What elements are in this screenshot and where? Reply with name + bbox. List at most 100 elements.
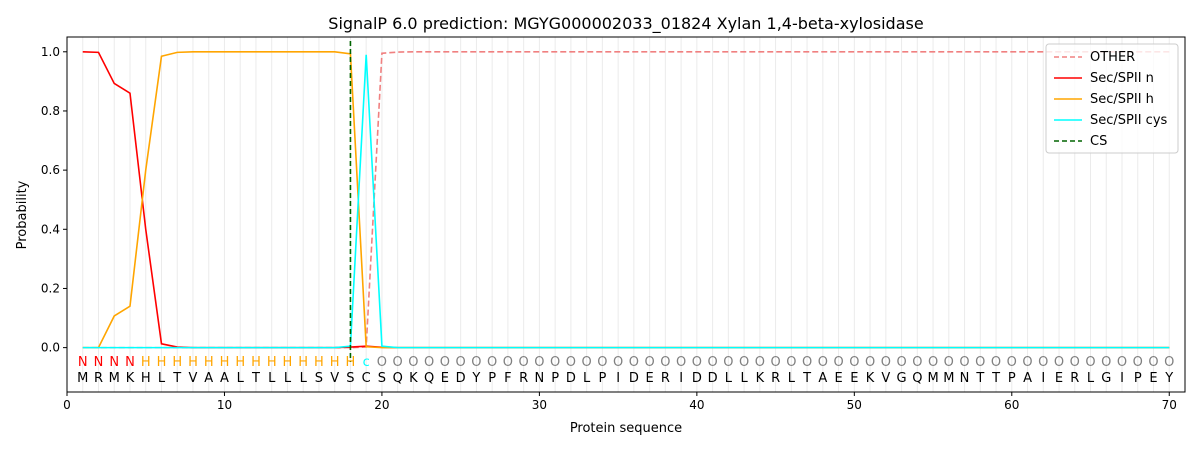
region-label: O — [802, 355, 812, 370]
x-tick-label: 30 — [532, 398, 547, 412]
series-line-2 — [82, 50, 1170, 349]
region-label: O — [770, 355, 780, 370]
region-label: H — [204, 355, 214, 370]
region-label: O — [786, 355, 796, 370]
region-label: H — [188, 355, 198, 370]
legend-box — [1045, 43, 1179, 154]
region-label: O — [566, 355, 576, 370]
series-line-0 — [82, 50, 1170, 349]
y-tick-label: 0.0 — [41, 341, 60, 355]
x-tick-label: 0 — [63, 398, 71, 412]
region-label: H — [267, 355, 277, 370]
region-label: O — [503, 355, 513, 370]
region-label: H — [235, 355, 245, 370]
region-label: N — [78, 355, 88, 370]
y-tick-label: 1.0 — [41, 45, 60, 59]
region-label: O — [896, 355, 906, 370]
region-label: O — [1117, 355, 1127, 370]
region-label: O — [1133, 355, 1143, 370]
x-tick-label: 60 — [1004, 398, 1019, 412]
region-label: O — [440, 355, 450, 370]
region-label: H — [141, 355, 151, 370]
region-label: O — [833, 355, 843, 370]
x-tick-label: 10 — [217, 398, 232, 412]
region-label: O — [959, 355, 969, 370]
region-label: H — [314, 355, 324, 370]
region-label: N — [125, 355, 135, 370]
region-label: O — [1148, 355, 1158, 370]
x-tick-label: 70 — [1162, 398, 1177, 412]
region-label: O — [1085, 355, 1095, 370]
region-label: O — [613, 355, 623, 370]
legend-label: Sec/SPII h — [1090, 92, 1154, 107]
region-label: N — [94, 355, 104, 370]
region-label: O — [676, 355, 686, 370]
region-label: O — [1038, 355, 1048, 370]
series-line-1 — [82, 50, 1170, 349]
region-label: O — [377, 355, 387, 370]
y-tick-label: 0.6 — [41, 163, 60, 177]
region-label: O — [550, 355, 560, 370]
region-label: O — [629, 355, 639, 370]
residue-sequence: MRMKHLTVAALTLLLSVSCSQKQEDYPFRNPDLPIDERID… — [77, 371, 1173, 386]
region-label: O — [393, 355, 403, 370]
region-label: O — [1070, 355, 1080, 370]
region-label: H — [172, 355, 182, 370]
region-label: O — [645, 355, 655, 370]
region-label: H — [330, 355, 340, 370]
region-label: O — [519, 355, 529, 370]
region-label: H — [220, 355, 230, 370]
y-tick-label: 0.2 — [41, 281, 60, 295]
plot-frame — [66, 36, 1186, 393]
region-label: H — [251, 355, 261, 370]
region-label: O — [975, 355, 985, 370]
legend-label: Sec/SPII n — [1090, 71, 1154, 86]
region-label: N — [109, 355, 119, 370]
region-label: O — [471, 355, 481, 370]
legend-label: CS — [1090, 134, 1107, 149]
series-line-3 — [82, 54, 1170, 349]
region-label: O — [723, 355, 733, 370]
region-label: O — [534, 355, 544, 370]
region-label: O — [1101, 355, 1111, 370]
region-label: O — [487, 355, 497, 370]
region-label: O — [408, 355, 418, 370]
x-tick-label: 50 — [847, 398, 862, 412]
y-tick-label: 0.8 — [41, 104, 60, 118]
region-label: O — [582, 355, 592, 370]
legend-label: OTHER — [1090, 50, 1135, 65]
region-label: O — [865, 355, 875, 370]
x-tick-label: 20 — [374, 398, 389, 412]
region-label: O — [991, 355, 1001, 370]
region-label: c — [363, 355, 370, 370]
region-label: H — [298, 355, 308, 370]
region-label: H — [283, 355, 293, 370]
region-label: H — [157, 355, 167, 370]
region-label: O — [1054, 355, 1064, 370]
region-label: O — [692, 355, 702, 370]
region-label: O — [424, 355, 434, 370]
region-label: O — [597, 355, 607, 370]
region-label: O — [849, 355, 859, 370]
region-label: O — [928, 355, 938, 370]
y-tick-label: 0.4 — [41, 222, 60, 236]
x-axis-label: Protein sequence — [570, 421, 682, 436]
chart-title: SignalP 6.0 prediction: MGYG000002033_01… — [328, 14, 923, 34]
region-label: O — [881, 355, 891, 370]
region-label: O — [1022, 355, 1032, 370]
region-label: H — [346, 355, 356, 370]
region-label: O — [1164, 355, 1174, 370]
legend-label: Sec/SPII cys — [1090, 113, 1168, 128]
region-label: O — [944, 355, 954, 370]
region-label: O — [707, 355, 717, 370]
region-label: O — [739, 355, 749, 370]
region-label: O — [755, 355, 765, 370]
region-label: O — [912, 355, 922, 370]
x-tick-label: 40 — [689, 398, 704, 412]
y-axis-label: Probability — [15, 180, 30, 249]
region-label: O — [1007, 355, 1017, 370]
region-label: O — [818, 355, 828, 370]
region-label: O — [456, 355, 466, 370]
